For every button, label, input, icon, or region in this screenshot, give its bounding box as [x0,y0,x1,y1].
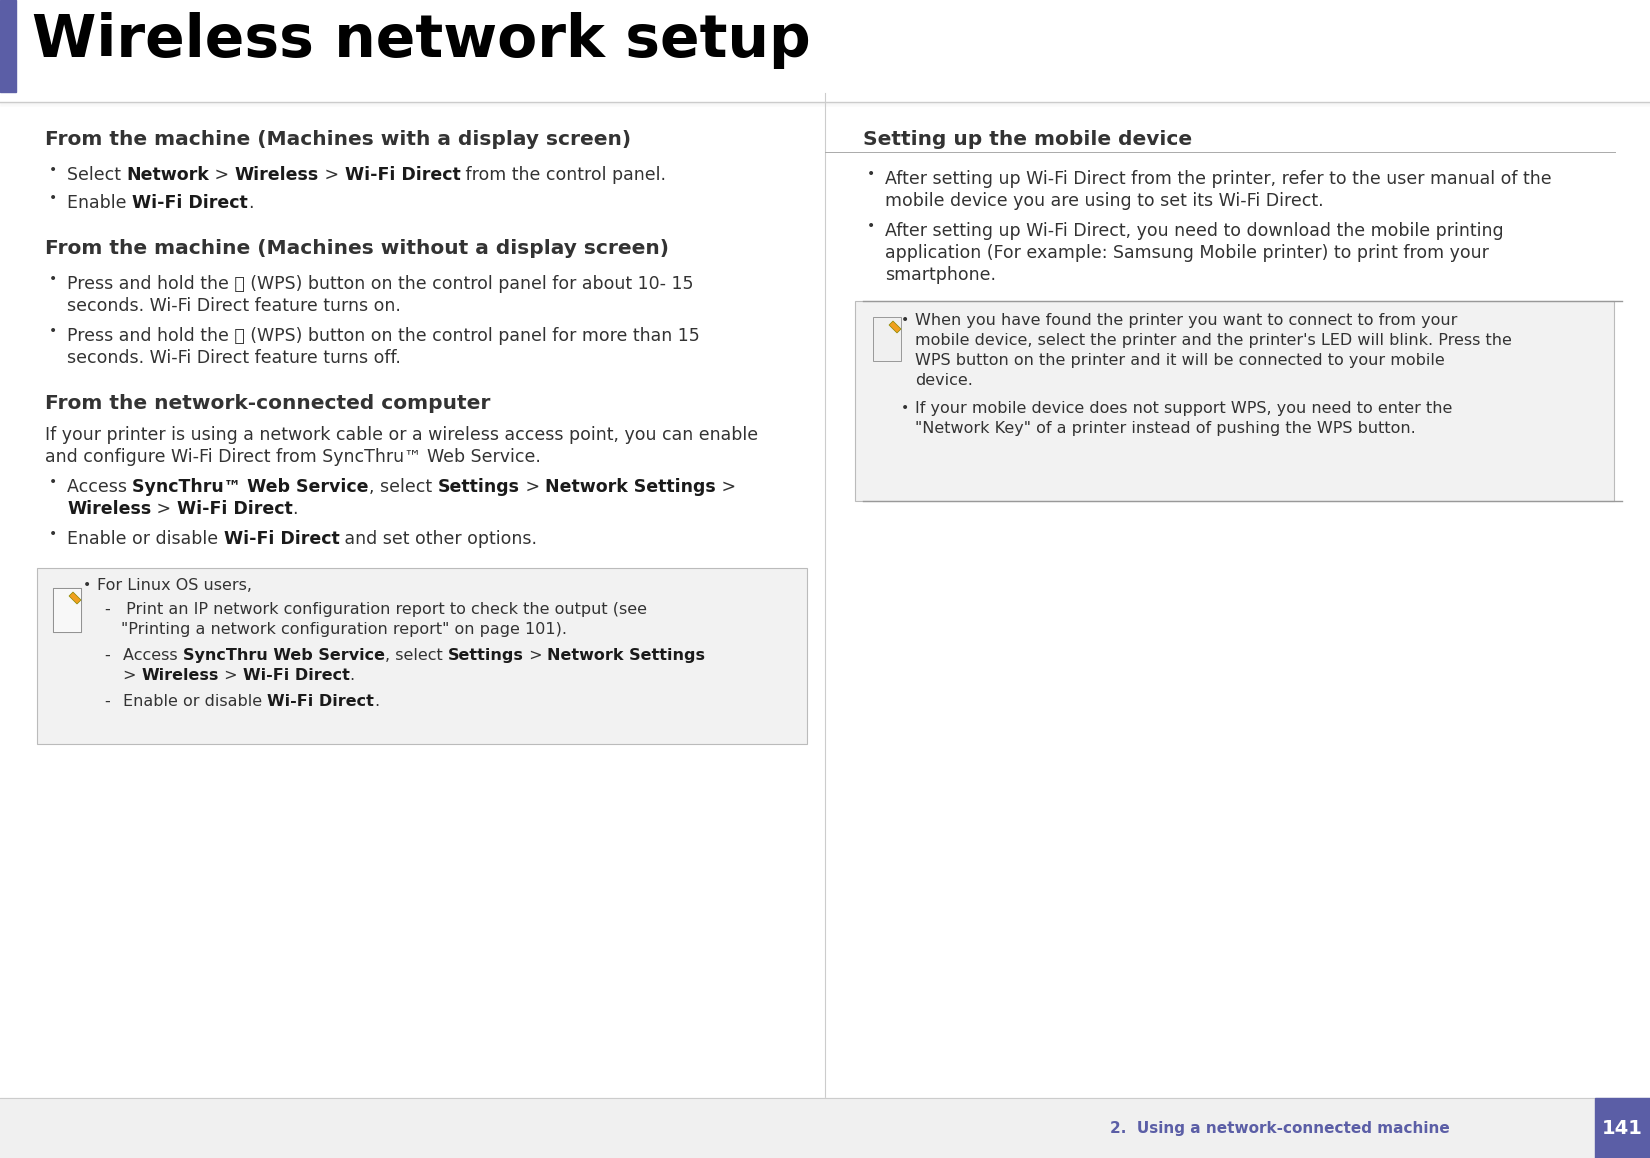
Polygon shape [889,321,901,334]
Text: •: • [866,219,874,233]
Text: From the machine (Machines with a display screen): From the machine (Machines with a displa… [45,130,630,149]
Text: from the control panel.: from the control panel. [460,166,667,184]
Text: >: > [520,478,544,496]
Bar [0,0,16,91]
Text: •: • [50,163,58,177]
Bar [53,588,81,632]
Text: Wireless: Wireless [234,166,318,184]
Text: "Printing a network configuration report" on page 101).: "Printing a network configuration report… [120,622,568,637]
Text: mobile device you are using to set its Wi-Fi Direct.: mobile device you are using to set its W… [884,192,1323,210]
Text: 2.  Using a network-connected machine: 2. Using a network-connected machine [1110,1121,1450,1136]
Bar [873,317,901,361]
Text: .: . [292,500,299,518]
Text: -: - [106,694,125,709]
Text: If your mobile device does not support WPS, you need to enter the: If your mobile device does not support W… [916,401,1452,416]
Text: smartphone.: smartphone. [884,266,997,284]
Bar [1596,1098,1650,1158]
Text: , select: , select [370,478,437,496]
Text: For Linux OS users,: For Linux OS users, [97,578,252,593]
Bar [0,1098,1650,1158]
Text: seconds. Wi-Fi Direct feature turns off.: seconds. Wi-Fi Direct feature turns off. [68,349,401,367]
Text: Setting up the mobile device: Setting up the mobile device [863,130,1191,149]
Text: >: > [124,668,142,683]
Polygon shape [69,592,81,604]
Text: -: - [106,648,125,664]
Bar [0,0,1650,100]
Text: 141: 141 [1602,1119,1643,1137]
Text: and set other options.: and set other options. [340,530,538,548]
Text: From the machine (Machines without a display screen): From the machine (Machines without a dis… [45,239,668,258]
Text: Wireless network setup: Wireless network setup [31,12,810,69]
Text: •: • [901,313,909,327]
Text: , select: , select [384,648,447,664]
Text: Network Settings: Network Settings [548,648,705,664]
Text: >: > [210,166,234,184]
Text: Enable or disable: Enable or disable [124,694,267,709]
FancyBboxPatch shape [855,301,1614,501]
Text: After setting up Wi-Fi Direct from the printer, refer to the user manual of the: After setting up Wi-Fi Direct from the p… [884,170,1551,188]
Text: When you have found the printer you want to connect to from your: When you have found the printer you want… [916,313,1457,328]
Text: From the network-connected computer: From the network-connected computer [45,394,490,413]
Text: .: . [375,694,380,709]
Text: Wireless: Wireless [142,668,219,683]
Text: "Network Key" of a printer instead of pushing the WPS button.: "Network Key" of a printer instead of pu… [916,422,1416,437]
Text: Select: Select [68,166,127,184]
Text: WPS button on the printer and it will be connected to your mobile: WPS button on the printer and it will be… [916,353,1445,368]
Text: >: > [716,478,736,496]
Text: .: . [350,668,355,683]
Text: Wi-Fi Direct: Wi-Fi Direct [345,166,460,184]
Text: Network Settings: Network Settings [544,478,716,496]
Text: and configure Wi-Fi Direct from SyncThru™ Web Service.: and configure Wi-Fi Direct from SyncThru… [45,448,541,466]
Text: •: • [50,272,58,286]
Text: •: • [50,324,58,338]
Text: Settings: Settings [437,478,520,496]
Text: •: • [866,167,874,181]
Text: Network: Network [127,166,210,184]
Text: Wi-Fi Direct: Wi-Fi Direct [224,530,340,548]
Text: •: • [50,475,58,489]
Text: application (For example: Samsung Mobile printer) to print from your: application (For example: Samsung Mobile… [884,244,1488,262]
Text: Enable: Enable [68,195,132,212]
Text: .: . [248,195,252,212]
Text: Press and hold the ⓦ (WPS) button on the control panel for more than 15: Press and hold the ⓦ (WPS) button on the… [68,327,700,345]
Text: >: > [219,668,243,683]
Text: •: • [50,527,58,541]
Text: Access: Access [68,478,132,496]
Text: Wi-Fi Direct: Wi-Fi Direct [177,500,292,518]
Text: mobile device, select the printer and the printer's LED will blink. Press the: mobile device, select the printer and th… [916,334,1511,349]
Text: Wi-Fi Direct: Wi-Fi Direct [267,694,375,709]
Text: >: > [152,500,177,518]
Text: Settings: Settings [447,648,523,664]
Text: seconds. Wi-Fi Direct feature turns on.: seconds. Wi-Fi Direct feature turns on. [68,296,401,315]
Text: >: > [523,648,548,664]
Text: Wi-Fi Direct: Wi-Fi Direct [243,668,350,683]
Text: >: > [318,166,345,184]
Text: •: • [82,578,91,592]
Bar [53,588,81,632]
Text: •: • [50,191,58,205]
Text: Wi-Fi Direct: Wi-Fi Direct [132,195,248,212]
FancyBboxPatch shape [36,569,807,743]
Text: After setting up Wi-Fi Direct, you need to download the mobile printing: After setting up Wi-Fi Direct, you need … [884,222,1503,240]
Text: Wireless: Wireless [68,500,152,518]
Text: If your printer is using a network cable or a wireless access point, you can ena: If your printer is using a network cable… [45,426,757,444]
Text: -   Print an IP network configuration report to check the output (see: - Print an IP network configuration repo… [106,602,647,617]
Text: SyncThru™ Web Service: SyncThru™ Web Service [132,478,370,496]
Text: Enable or disable: Enable or disable [68,530,224,548]
Text: device.: device. [916,373,974,388]
Text: SyncThru Web Service: SyncThru Web Service [183,648,384,664]
Text: Press and hold the ⓦ (WPS) button on the control panel for about 10- 15: Press and hold the ⓦ (WPS) button on the… [68,274,693,293]
Text: Access: Access [124,648,183,664]
Text: •: • [901,401,909,415]
